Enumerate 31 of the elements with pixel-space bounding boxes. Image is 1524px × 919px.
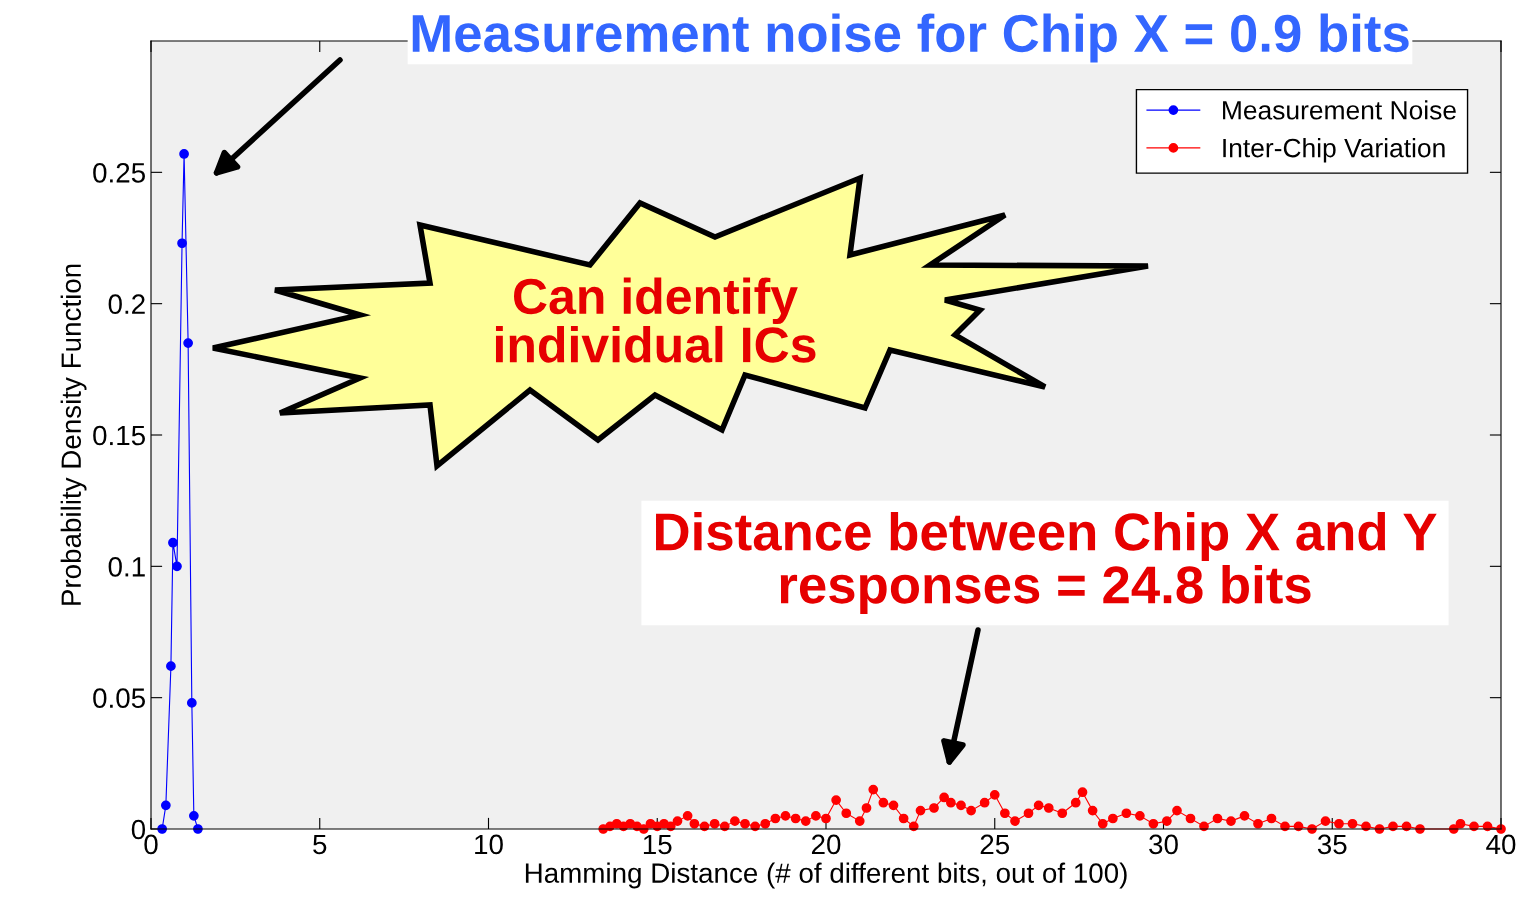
annotation: Distance between Chip X and Y responses = 24.8 bits — [656, 511, 1437, 615]
x-tick-label: 5 — [313, 834, 327, 855]
point — [177, 238, 187, 249]
y-tick-label: 0.25 — [93, 163, 145, 183]
legend-label: Inter-Chip Variation — [1223, 138, 1445, 163]
y-tick-label: 0.1 — [108, 557, 145, 577]
x-tick-label: 30 — [1149, 834, 1178, 855]
point — [189, 811, 199, 821]
x-tick-label: 40 — [1486, 834, 1516, 855]
annotation: Can identify individual ICs — [495, 277, 816, 363]
annotation: Measurement noise for Chip X = 0.9 bits — [412, 13, 1409, 63]
x-axis-title: Hamming Distance (# of different bits, out of 100) — [525, 862, 1127, 889]
x-tick-label: 10 — [475, 834, 503, 855]
x-tick-label: 25 — [980, 834, 1010, 855]
point — [172, 561, 182, 572]
y-tick-label: 0.05 — [93, 688, 145, 709]
x-tick-label: 35 — [1317, 834, 1347, 855]
point — [179, 149, 189, 159]
x-tick-label: 0 — [144, 834, 158, 855]
point — [160, 800, 171, 811]
x-tick-label: 20 — [811, 834, 841, 855]
point — [186, 698, 197, 708]
y-tick-label: 0.15 — [93, 425, 145, 446]
y-tick-label: 0 — [131, 819, 146, 840]
legend-label: Measurement Noise — [1223, 100, 1456, 120]
point — [166, 661, 176, 672]
y-axis-title: Probability Density Function — [60, 264, 87, 605]
x-tick-label: 15 — [643, 834, 672, 855]
y-tick-label: 0.2 — [108, 294, 145, 315]
point — [183, 338, 193, 348]
point — [168, 537, 178, 548]
